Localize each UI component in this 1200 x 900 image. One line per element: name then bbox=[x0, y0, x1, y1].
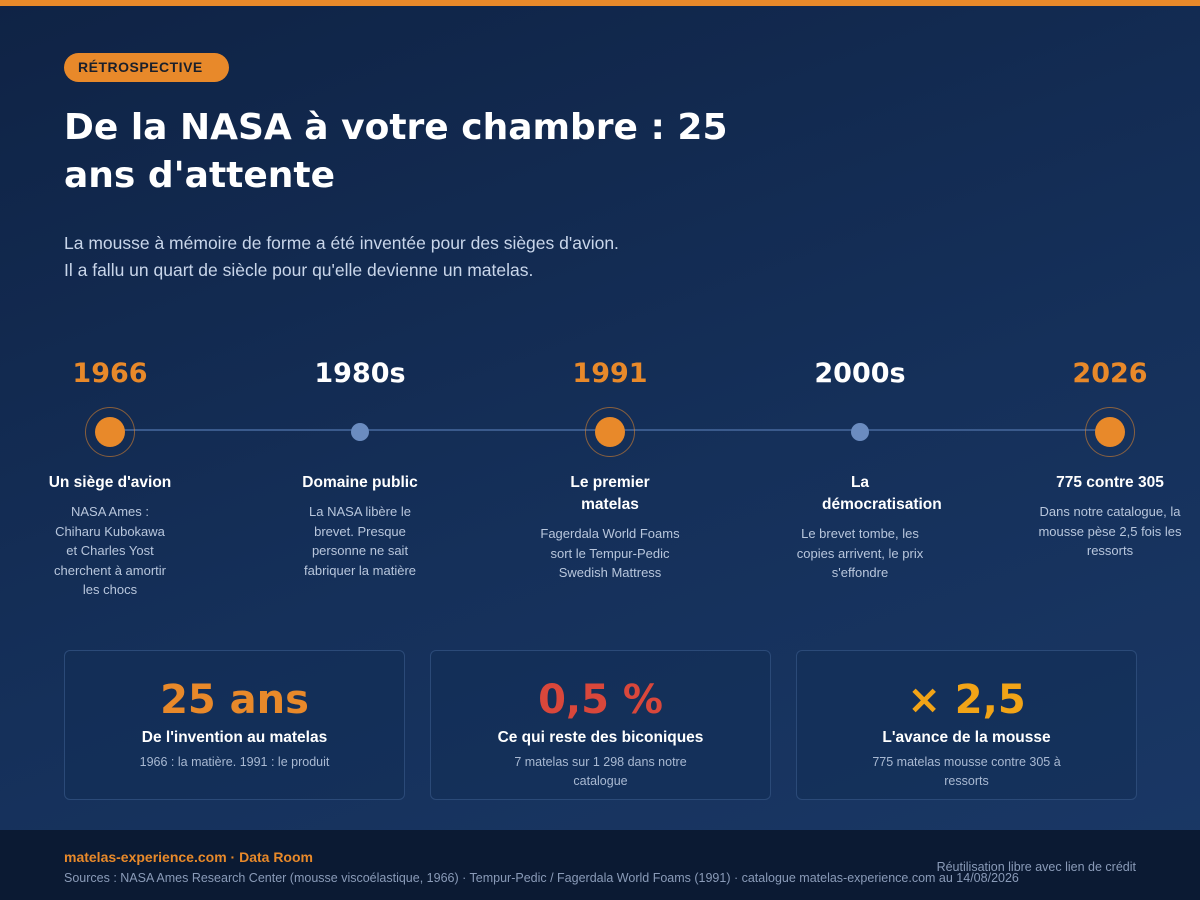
timeline-item-2000s: 2000s La démocratisation Le brevet tombe… bbox=[770, 340, 950, 583]
page-title: De la NASA à votre chambre : 25 ans d'at… bbox=[64, 107, 728, 196]
stat-card-biconic: 0,5 % Ce qui reste des biconiques 7 mate… bbox=[430, 650, 771, 800]
stat-label: L'avance de la mousse bbox=[882, 729, 1051, 746]
timeline-node bbox=[20, 392, 200, 472]
timeline-node bbox=[520, 392, 700, 472]
footer-brand: matelas-experience.com · Data Room bbox=[64, 849, 313, 865]
timeline-dot-highlight bbox=[585, 407, 635, 457]
timeline: 1966 Un siège d'avion NASA Ames : Chihar… bbox=[0, 340, 1200, 600]
timeline-year: 1991 bbox=[572, 358, 648, 389]
timeline-item-title: La démocratisation bbox=[822, 474, 942, 513]
footer: matelas-experience.com · Data Room Réuti… bbox=[0, 830, 1200, 900]
timeline-dot bbox=[351, 423, 369, 441]
timeline-item-2026: 2026 775 contre 305 Dans notre catalogue… bbox=[1020, 340, 1200, 561]
stat-card-duration: 25 ans De l'invention au matelas 1966 : … bbox=[64, 650, 405, 800]
timeline-item-desc: Dans notre catalogue, la mousse pèse 2,5… bbox=[1038, 504, 1182, 558]
timeline-node bbox=[270, 392, 450, 472]
stat-label: Ce qui reste des biconiques bbox=[497, 729, 704, 746]
timeline-item-desc: La NASA libère le brevet. Presque person… bbox=[304, 504, 416, 578]
timeline-item-title: Le premier matelas bbox=[570, 474, 650, 513]
stat-value: 25 ans bbox=[160, 677, 309, 723]
timeline-dot-highlight bbox=[1085, 407, 1135, 457]
timeline-item-1966: 1966 Un siège d'avion NASA Ames : Chihar… bbox=[20, 340, 200, 600]
footer-license: Réutilisation libre avec lien de crédit bbox=[936, 860, 1136, 874]
timeline-item-title: 775 contre 305 bbox=[1056, 474, 1164, 491]
timeline-item-title: Domaine public bbox=[302, 474, 418, 491]
timeline-item-title: Un siège d'avion bbox=[48, 474, 172, 491]
timeline-year: 1980s bbox=[314, 358, 406, 389]
timeline-dot bbox=[851, 423, 869, 441]
timeline-dot-highlight bbox=[85, 407, 135, 457]
timeline-item-1980s: 1980s Domaine public La NASA libère le b… bbox=[270, 340, 450, 580]
stat-value: × 2,5 bbox=[907, 677, 1026, 723]
timeline-node bbox=[770, 392, 950, 472]
top-accent-bar bbox=[0, 0, 1200, 6]
timeline-item-desc: NASA Ames : Chiharu Kubokawa et Charles … bbox=[54, 504, 166, 597]
timeline-year: 1966 bbox=[72, 358, 148, 389]
stat-desc: 775 matelas mousse contre 305 à ressorts bbox=[872, 755, 1061, 788]
category-badge: RÉTROSPECTIVE bbox=[64, 53, 229, 82]
footer-sources: Sources : NASA Ames Research Center (mou… bbox=[64, 871, 1019, 885]
subtitle-line: La mousse à mémoire de forme a été inven… bbox=[64, 233, 619, 253]
timeline-item-1991: 1991 Le premier matelas Fagerdala World … bbox=[520, 340, 700, 583]
subtitle-line: Il a fallu un quart de siècle pour qu'el… bbox=[64, 260, 534, 280]
stat-value: 0,5 % bbox=[538, 677, 663, 723]
timeline-year: 2000s bbox=[814, 358, 906, 389]
timeline-year: 2026 bbox=[1072, 358, 1148, 389]
stat-label: De l'invention au matelas bbox=[141, 729, 328, 746]
timeline-node bbox=[1020, 392, 1200, 472]
timeline-item-desc: Fagerdala World Foams sort le Tempur-Ped… bbox=[540, 526, 680, 580]
stat-desc: 7 matelas sur 1 298 dans notre catalogue bbox=[514, 755, 687, 788]
timeline-item-desc: Le brevet tombe, les copies arrivent, le… bbox=[796, 526, 924, 580]
stat-card-foam-lead: × 2,5 L'avance de la mousse 775 matelas … bbox=[796, 650, 1137, 800]
stat-desc: 1966 : la matière. 1991 : le produit bbox=[139, 755, 330, 769]
page-subtitle: La mousse à mémoire de forme a été inven… bbox=[64, 230, 824, 284]
